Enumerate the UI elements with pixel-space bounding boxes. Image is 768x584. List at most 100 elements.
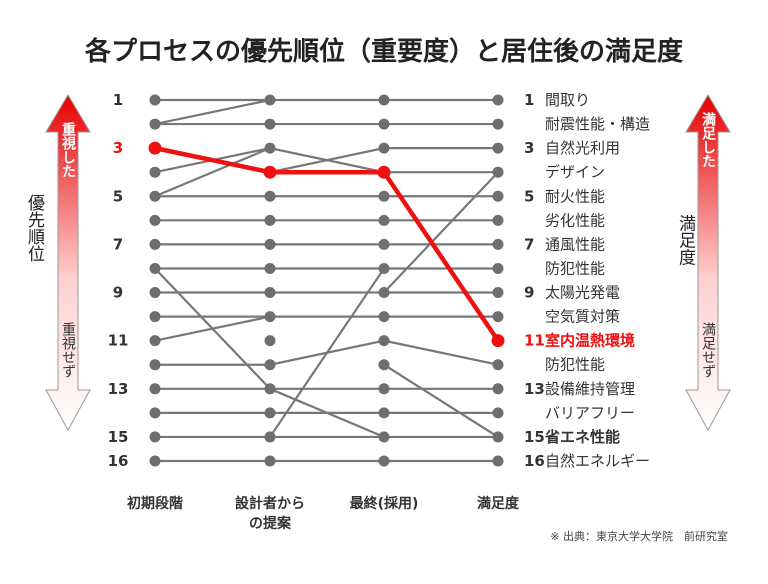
right-rank-label: 3 — [524, 139, 534, 157]
data-point — [378, 118, 390, 130]
right-satisfaction-arrow: 満足した 満足せず — [685, 94, 731, 432]
item-label: 通風性能 — [545, 235, 605, 253]
item-label: 室内温熱環境 — [545, 332, 635, 350]
data-point — [378, 359, 390, 371]
crossing-segment-4 — [383, 363, 499, 438]
left-arrow-bottom-label: 重視せず — [60, 322, 76, 378]
rank-tick-label: 5 — [113, 187, 123, 205]
right-rank-label: 1 — [524, 91, 534, 109]
data-point — [264, 118, 276, 130]
rank-tick-label: 15 — [108, 428, 129, 446]
data-point — [378, 383, 390, 395]
rank-tick-label: 13 — [108, 380, 129, 398]
data-point — [264, 311, 276, 323]
data-point — [378, 94, 390, 106]
data-point — [149, 359, 161, 371]
right-axis-side-label: 満足度 — [675, 214, 696, 265]
data-point — [378, 335, 390, 347]
data-point — [492, 214, 504, 226]
data-point — [492, 455, 504, 467]
left-arrow-top-label: 重視した — [60, 121, 77, 178]
rank-tick-label: 1 — [113, 91, 123, 109]
right-rank-label: 15 — [524, 428, 545, 446]
data-point — [264, 262, 276, 274]
chart-title: 各プロセスの優先順位（重要度）と居住後の満足度 — [84, 36, 683, 67]
data-point — [149, 118, 161, 130]
right-rank-label: 9 — [524, 284, 534, 302]
data-point — [378, 262, 390, 274]
data-point — [149, 287, 161, 299]
item-label: 防犯性能 — [545, 259, 605, 277]
data-point — [264, 335, 276, 347]
right-rank-label: 13 — [524, 380, 545, 398]
data-point — [264, 142, 276, 154]
data-point — [378, 214, 390, 226]
crossing-segment-7 — [154, 98, 271, 126]
rank-tick-label: 16 — [108, 452, 129, 470]
highlight-point — [148, 141, 162, 155]
left-axis-side-label: 優先順位 — [24, 194, 45, 262]
right-rank-label: 11 — [524, 332, 545, 350]
data-point — [264, 359, 276, 371]
data-point — [264, 287, 276, 299]
data-point — [264, 190, 276, 202]
data-point — [378, 142, 390, 154]
stage-label: の提案 — [249, 515, 292, 532]
data-point — [264, 431, 276, 443]
item-label: 自然光利用 — [545, 139, 620, 157]
data-point — [149, 335, 161, 347]
data-point — [149, 214, 161, 226]
rank-tick-label: 7 — [113, 235, 123, 253]
right-rank-label: 16 — [524, 452, 545, 470]
data-points — [149, 94, 504, 467]
left-priority-arrow: 重視した 重視せず — [45, 94, 91, 432]
item-label: 設備維持管理 — [545, 380, 635, 398]
item-label: 空気質対策 — [545, 308, 620, 326]
data-point — [149, 166, 161, 178]
crossing-segment-3 — [269, 387, 385, 438]
highlight-point — [263, 165, 277, 179]
data-point — [492, 190, 504, 202]
rank-tick-label: 3 — [113, 139, 123, 157]
data-point — [149, 262, 161, 274]
data-point — [492, 262, 504, 274]
item-label: 省エネ性能 — [544, 428, 620, 446]
item-label: 太陽光発電 — [545, 284, 620, 302]
data-point — [149, 190, 161, 202]
data-point — [264, 455, 276, 467]
crossing-segment-6 — [383, 171, 499, 294]
data-point — [378, 190, 390, 202]
data-point — [492, 94, 504, 106]
right-rank-label: 7 — [524, 235, 534, 253]
data-point — [264, 94, 276, 106]
stage-label: 最終(採用) — [350, 495, 419, 512]
data-point — [492, 238, 504, 250]
highlight-series-line — [154, 145, 500, 342]
data-point — [378, 431, 390, 443]
data-point — [492, 311, 504, 323]
data-point — [378, 407, 390, 419]
stage-label: 設計者から — [235, 495, 305, 512]
stage-label: 初期段階 — [127, 495, 183, 512]
data-point — [492, 118, 504, 130]
data-point — [264, 238, 276, 250]
data-point — [492, 287, 504, 299]
crossing-segment-0 — [154, 147, 271, 198]
item-label: 防犯性能 — [545, 356, 605, 374]
data-point — [378, 311, 390, 323]
item-label: バリアフリー — [545, 404, 635, 422]
series-lines — [154, 98, 499, 463]
data-point — [149, 311, 161, 323]
data-point — [149, 431, 161, 443]
data-point — [264, 214, 276, 226]
data-point — [149, 238, 161, 250]
data-point — [378, 238, 390, 250]
item-label: 間取り — [545, 91, 590, 109]
data-point — [492, 383, 504, 395]
highlight-point — [491, 334, 505, 348]
data-point — [378, 287, 390, 299]
